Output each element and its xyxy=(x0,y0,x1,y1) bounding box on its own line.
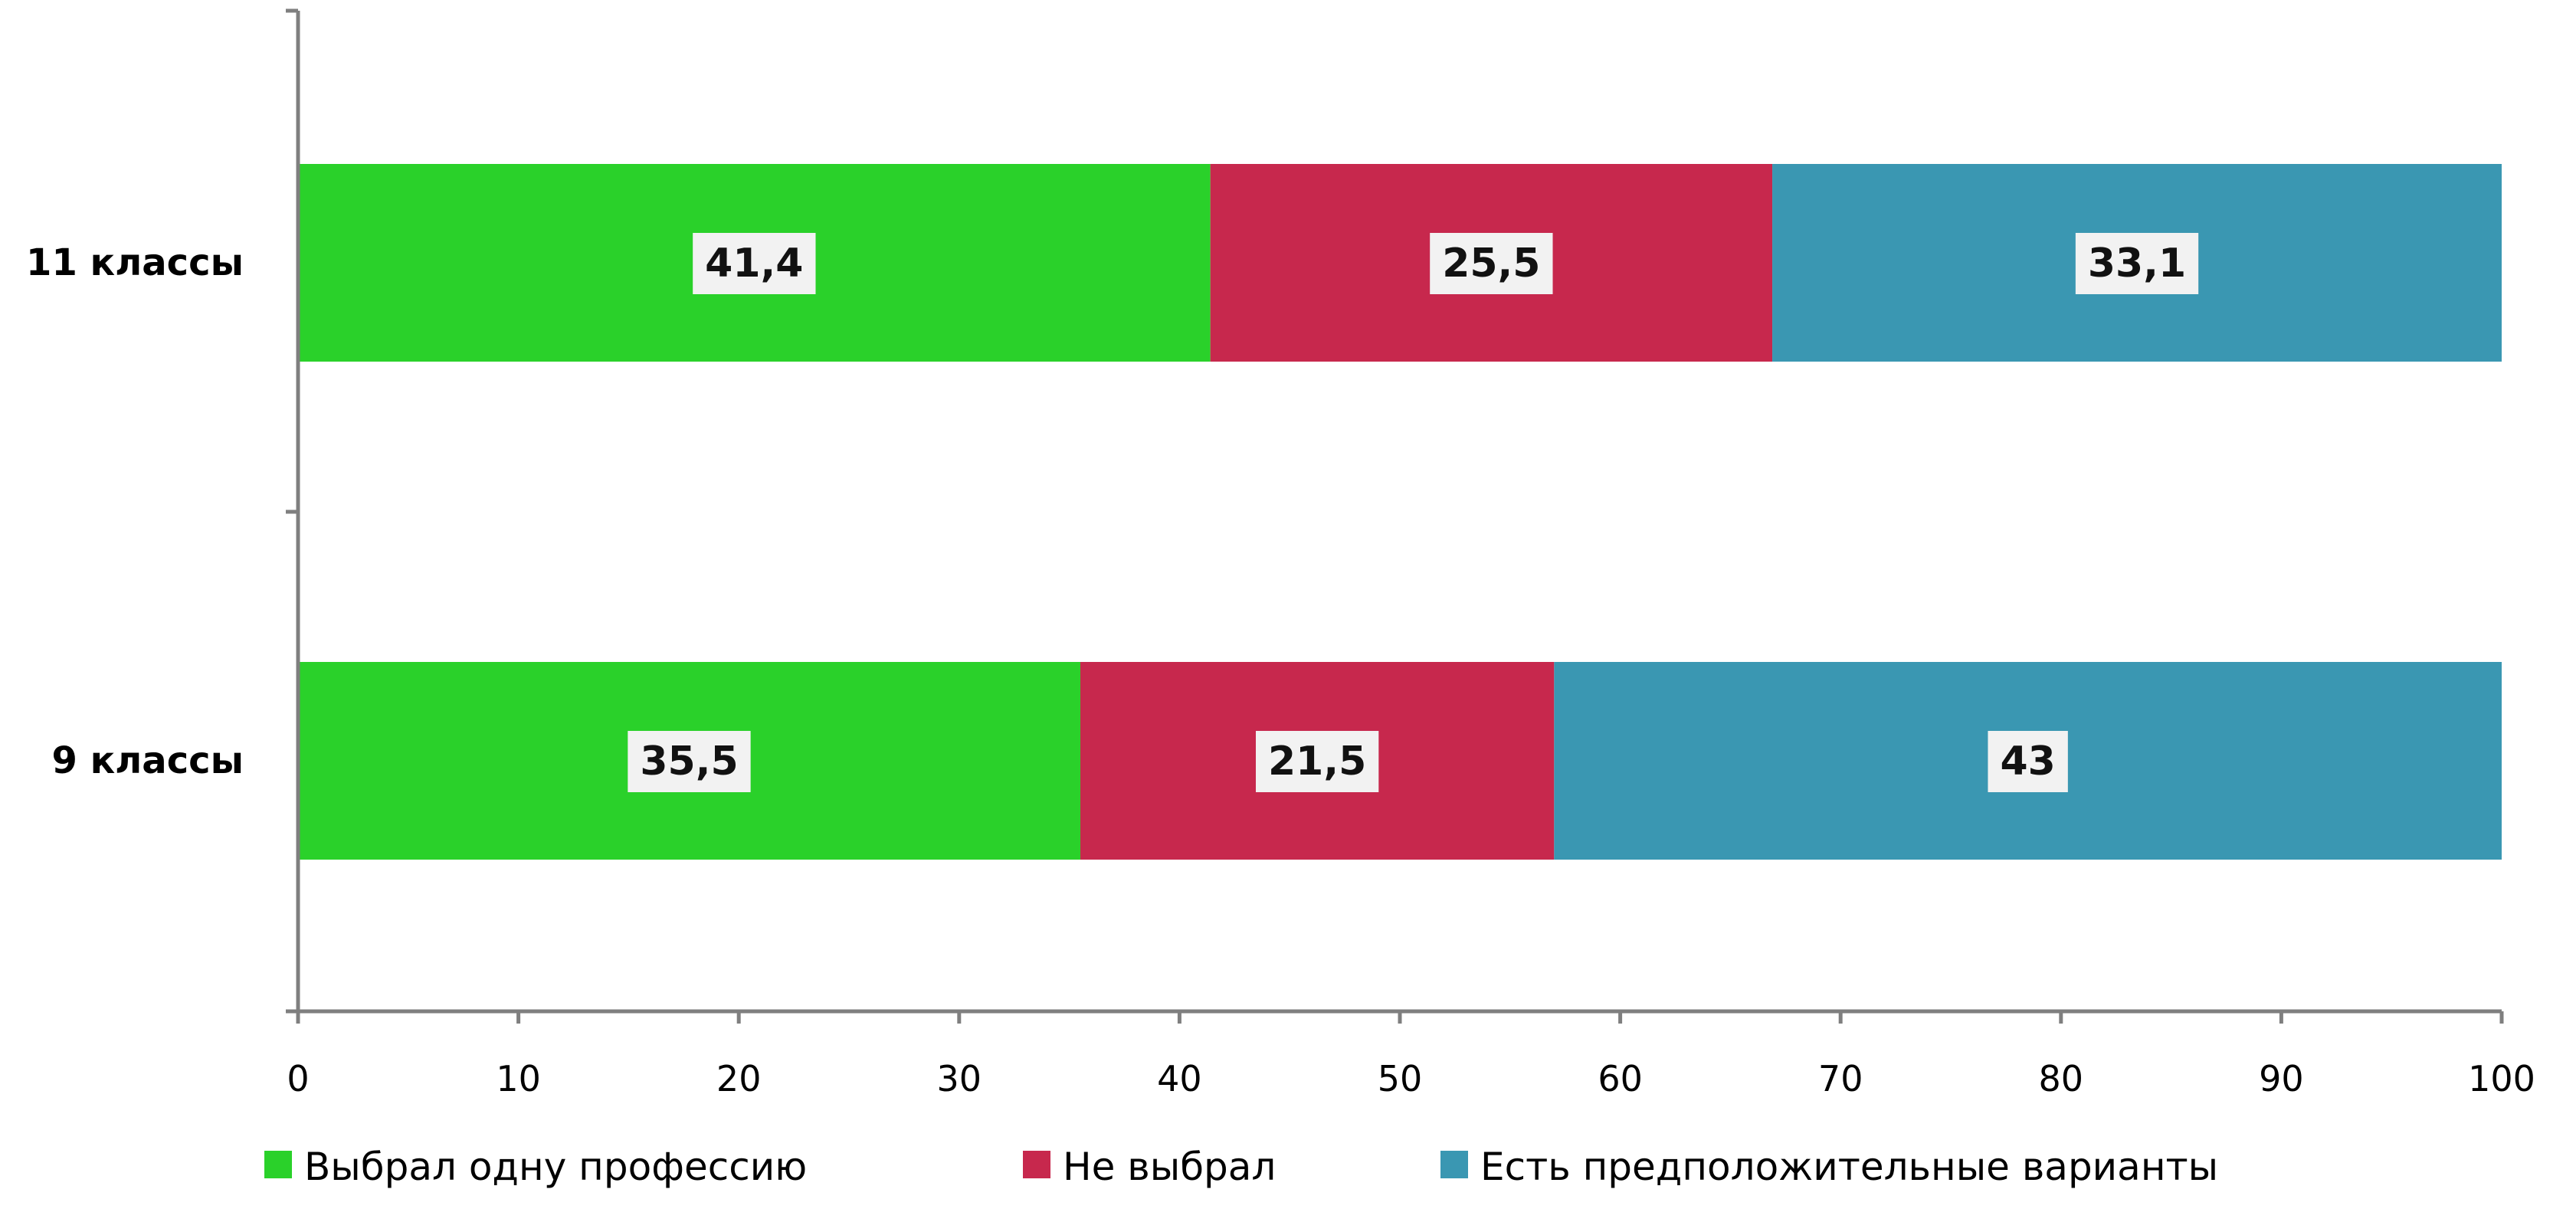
data-label-text: 43 xyxy=(2000,739,2055,785)
legend: Выбрал одну профессию Не выбрал Есть предп… xyxy=(264,1145,2218,1189)
legend-label: Есть предположительные варианты xyxy=(1480,1145,2218,1189)
data-label: 21,5 xyxy=(1255,731,1379,792)
data-label-box xyxy=(693,233,816,294)
legend-label: Не выбрал xyxy=(1063,1145,1276,1189)
x-tick-label: 20 xyxy=(716,1058,762,1099)
legend-swatch xyxy=(264,1151,292,1178)
data-label-box xyxy=(2075,233,2199,294)
data-labels-layer: 41,4 25,5 33,1 35,5 21,5 43 xyxy=(628,233,2199,792)
data-label-box xyxy=(1430,233,1553,294)
x-tick-label: 0 xyxy=(287,1058,309,1099)
axes-layer: 11 классы 9 классы 0 10 20 30 40 50 60 70 80 90 100 xyxy=(26,8,2535,1099)
legend-swatch xyxy=(1440,1151,1468,1178)
data-label-text: 41,4 xyxy=(705,241,803,287)
x-tick-label: 30 xyxy=(937,1058,982,1099)
x-tick-label: 100 xyxy=(2468,1058,2535,1099)
legend-item: Выбрал одну профессию xyxy=(264,1145,807,1189)
data-label: 35,5 xyxy=(628,731,751,792)
category-label: 11 классы xyxy=(26,241,244,284)
legend-label: Выбрал одну профессию xyxy=(304,1145,807,1189)
x-tick-label: 10 xyxy=(496,1058,541,1099)
data-label: 43 xyxy=(1988,731,2068,792)
x-tick-label: 60 xyxy=(1598,1058,1643,1099)
data-label-box xyxy=(1988,731,2068,792)
data-label: 25,5 xyxy=(1430,233,1553,294)
data-label: 41,4 xyxy=(693,233,816,294)
data-label-text: 33,1 xyxy=(2088,241,2186,287)
x-tick-label: 40 xyxy=(1157,1058,1202,1099)
data-label-box xyxy=(628,731,751,792)
data-label: 33,1 xyxy=(2075,233,2199,294)
x-tick-label: 50 xyxy=(1378,1058,1423,1099)
x-tick-label: 70 xyxy=(1818,1058,1863,1099)
legend-item: Не выбрал xyxy=(1023,1145,1276,1189)
legend-item: Есть предположительные варианты xyxy=(1440,1145,2218,1189)
x-tick-label: 80 xyxy=(2039,1058,2084,1099)
data-label-text: 25,5 xyxy=(1442,241,1540,287)
data-label-box xyxy=(1255,731,1379,792)
data-label-text: 21,5 xyxy=(1268,739,1366,785)
data-label-text: 35,5 xyxy=(640,739,738,785)
x-tick-label: 90 xyxy=(2259,1058,2304,1099)
legend-swatch xyxy=(1023,1151,1050,1178)
category-label: 9 классы xyxy=(51,739,244,782)
